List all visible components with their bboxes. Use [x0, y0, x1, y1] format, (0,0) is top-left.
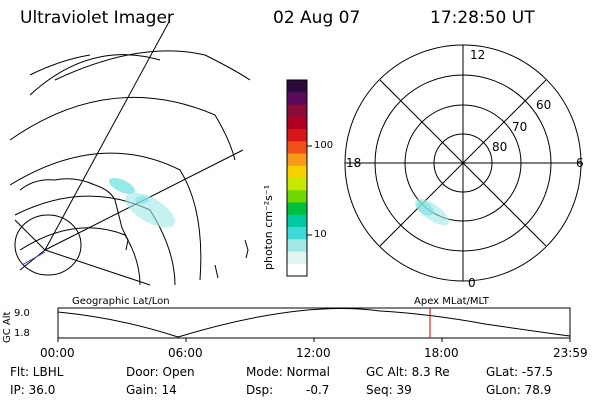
colorbar-tick-10: 10 [314, 229, 327, 240]
seq-value: Seq: 39 [366, 383, 412, 397]
colorbar-segment [287, 263, 307, 277]
mlat-label-60: 60 [536, 98, 552, 112]
colorbar-segment [287, 80, 307, 93]
mlat-label-80: 80 [492, 140, 508, 154]
ip-value: IP: 36.0 [10, 383, 56, 397]
mlt-label-6: 6 [576, 156, 584, 170]
glat-value: GLat: -57.5 [486, 365, 553, 379]
xtick-2359: 23:59 [553, 346, 588, 360]
colorbar-segment [287, 153, 307, 167]
colorbar-segment [287, 165, 307, 179]
gain-value: Gain: 14 [126, 383, 177, 397]
geographic-title: Geographic Lat/Lon [72, 296, 170, 307]
mlt-label-18: 18 [346, 156, 362, 170]
colorbar-segment [287, 190, 307, 203]
colorbar-segment [287, 214, 307, 228]
instrument-title: Ultraviolet Imager [20, 8, 174, 28]
dsp-value: -0.7 [306, 383, 330, 397]
apex-title: Apex MLat/MLT [414, 296, 489, 307]
colorbar-tick-100: 100 [314, 140, 334, 151]
colorbar-segment [287, 239, 307, 252]
mode-value: Mode: Normal [246, 365, 330, 379]
xtick-0000: 00:00 [40, 346, 75, 360]
door-value: Door: Open [126, 365, 195, 379]
colorbar-segment [287, 92, 307, 105]
mlat-label-70: 70 [512, 120, 528, 134]
colorbar-segment [287, 178, 307, 191]
gc-alt-value: GC Alt: 8.3 Re [366, 365, 450, 379]
dsp-label: Dsp: [246, 383, 274, 397]
colorbar-segment [287, 251, 307, 265]
colorbar-segment [287, 129, 307, 142]
glon-value: GLon: 78.9 [486, 383, 552, 397]
date-label: 02 Aug 07 [273, 8, 361, 28]
colorbar-segment [287, 141, 307, 154]
colorbar-segment [287, 202, 307, 216]
colorbar-segment [287, 104, 307, 118]
ytick-9: 9.0 [14, 308, 30, 319]
time-label: 17:28:50 UT [430, 8, 535, 28]
ytick-1-8: 1.8 [14, 328, 30, 339]
colorbar-segment [287, 116, 307, 130]
flt-value: Flt: LBHL [10, 365, 64, 379]
mlt-label-12: 12 [470, 48, 486, 62]
colorbar-segment [287, 227, 307, 240]
xtick-1200: 12:00 [296, 346, 331, 360]
mlt-label-0: 0 [468, 276, 476, 290]
xtick-1800: 18:00 [424, 346, 459, 360]
xtick-0600: 06:00 [168, 346, 203, 360]
